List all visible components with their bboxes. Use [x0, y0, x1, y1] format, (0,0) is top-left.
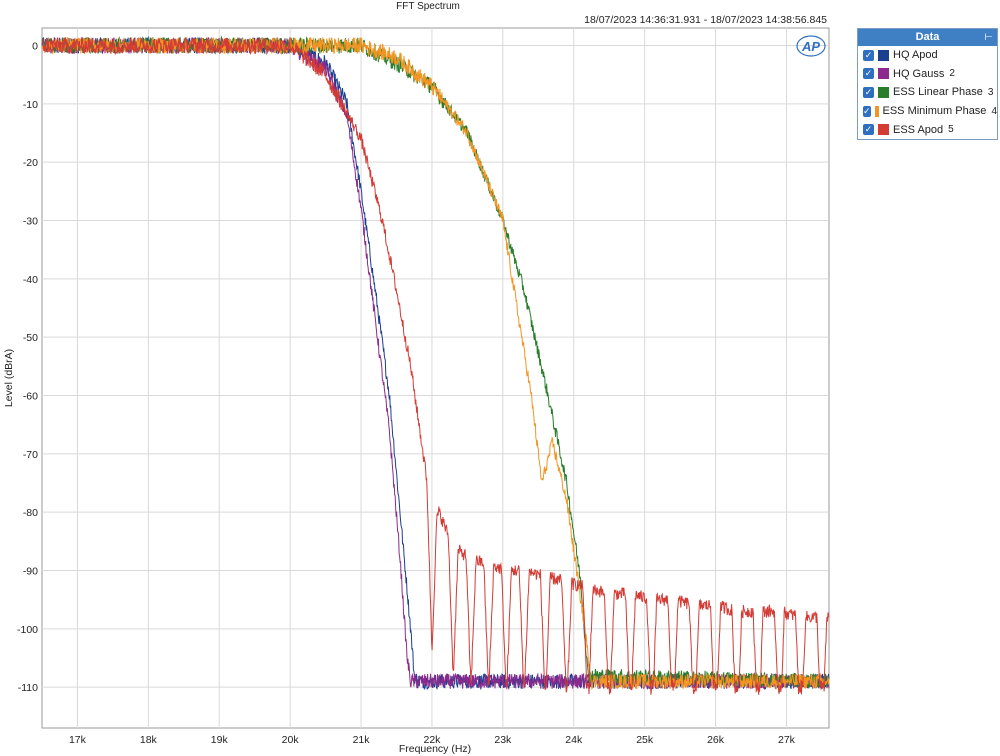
legend-number: 3: [987, 86, 994, 98]
y-tick-label: -40: [23, 274, 38, 286]
y-tick-label: -100: [17, 624, 38, 636]
legend-item[interactable]: ✓ HQ Apod: [858, 46, 997, 65]
checkbox-icon[interactable]: ✓: [863, 68, 874, 80]
y-tick-label: -50: [23, 332, 38, 344]
y-tick-label: -80: [23, 507, 38, 519]
x-tick-label: 23k: [494, 734, 512, 746]
x-tick-label: 25k: [636, 734, 654, 746]
y-tick-label: -30: [23, 216, 38, 228]
y-tick-label: -20: [23, 157, 38, 169]
checkbox-icon[interactable]: ✓: [863, 105, 871, 117]
y-tick-label: -10: [23, 99, 38, 111]
legend-swatch: [878, 86, 889, 98]
legend-title: Data: [915, 31, 940, 43]
legend-item[interactable]: ✓ HQ Gauss 2: [858, 65, 997, 84]
x-tick-label: 19k: [211, 734, 229, 746]
legend-label: ESS Linear Phase: [893, 86, 983, 99]
pin-icon[interactable]: ⊢: [984, 32, 993, 43]
legend-number: 4: [991, 105, 997, 117]
y-tick-label: -60: [23, 391, 38, 403]
legend-swatch: [874, 105, 879, 117]
checkbox-icon[interactable]: ✓: [863, 124, 874, 136]
legend-swatch: [878, 124, 889, 136]
tick-labels: 17k 18k 19k 20k 21k 22k 23k 24k 25k 26k 27k 0 -10 -20…: [17, 41, 796, 747]
legend-label: HQ Gauss: [893, 67, 945, 80]
y-axis-title: Level (dBrA): [3, 349, 15, 407]
x-tick-label: 17k: [69, 734, 87, 746]
legend-header: Data ⊢: [858, 29, 997, 46]
x-tick-label: 20k: [282, 734, 300, 746]
legend-swatch: [878, 68, 889, 80]
y-tick-label: 0: [32, 41, 38, 53]
checkbox-icon[interactable]: ✓: [863, 49, 874, 61]
plot-area: [41, 27, 830, 729]
legend-item[interactable]: ✓ ESS Linear Phase 3: [858, 83, 997, 102]
x-tick-label: 18k: [140, 734, 158, 746]
y-tick-label: -90: [23, 566, 38, 578]
x-tick-label: 22k: [423, 734, 441, 746]
series-line-ess-apod: [41, 36, 830, 695]
x-axis-title: Frequency (Hz): [399, 743, 471, 755]
y-tick-label: -110: [18, 682, 38, 694]
legend-swatch: [878, 49, 889, 61]
ap-logo: AP: [796, 35, 826, 57]
chart-title: FFT Spectrum: [396, 1, 460, 12]
chart-subtitle: 18/07/2023 14:36:31.931 - 18/07/2023 14:…: [584, 14, 827, 26]
ap-logo-text: AP: [801, 39, 820, 54]
x-tick-label: 27k: [778, 734, 796, 746]
series-layer: [41, 35, 830, 695]
legend-label: HQ Apod: [893, 49, 938, 62]
legend-label: ESS Apod: [893, 123, 944, 136]
checkbox-icon[interactable]: ✓: [863, 86, 874, 98]
legend-number: 5: [948, 124, 954, 136]
legend-label: ESS Minimum Phase: [882, 105, 987, 118]
legend-number: 2: [949, 68, 955, 80]
x-tick-label: 24k: [565, 734, 583, 746]
x-tick-label: 26k: [707, 734, 725, 746]
legend-items: ✓ HQ Apod ✓ HQ Gauss 2 ✓ ESS Linear Phase 3 ✓ ESS…: [858, 46, 997, 139]
legend-item[interactable]: ✓ ESS Apod 5: [858, 120, 997, 139]
legend-item[interactable]: ✓ ESS Minimum Phase 4: [858, 102, 997, 121]
x-tick-label: 21k: [353, 734, 371, 746]
legend-panel: Data ⊢ ✓ HQ Apod ✓ HQ Gauss 2 ✓ ESS Linear Pha…: [857, 28, 998, 140]
y-tick-label: -70: [23, 449, 38, 461]
